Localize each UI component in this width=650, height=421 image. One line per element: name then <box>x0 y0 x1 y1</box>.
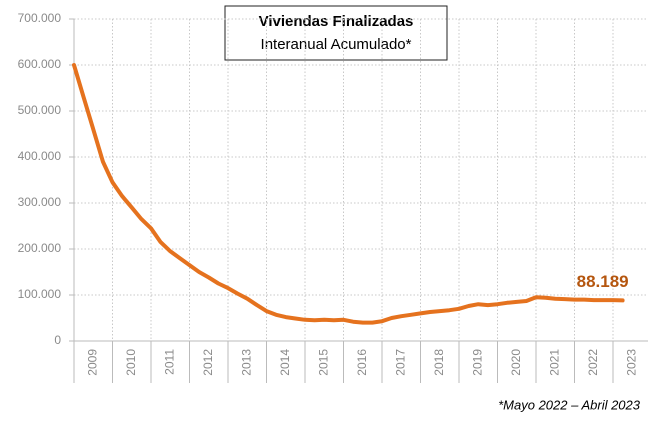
chart-subtitle: Interanual Acumulado* <box>261 36 412 53</box>
chart-title: Viviendas Finalizadas <box>259 13 414 30</box>
x-tick-label: 2009 <box>85 349 99 376</box>
x-tick-label: 2022 <box>586 349 600 376</box>
title-box <box>224 5 448 61</box>
footnote: *Mayo 2022 – Abril 2023 <box>498 397 641 412</box>
x-tick-label: 2019 <box>470 349 484 376</box>
y-tick-label: 300.000 <box>18 195 62 209</box>
end-value-label: 88.189 <box>577 272 629 291</box>
x-tick-label: 2020 <box>509 349 523 376</box>
x-tick-label: 2013 <box>239 349 253 376</box>
x-tick-label: 2021 <box>547 349 561 376</box>
y-tick-label: 100.000 <box>18 287 62 301</box>
x-tick-label: 2014 <box>278 349 292 376</box>
y-tick-label: 200.000 <box>18 241 62 255</box>
y-tick-label: 500.000 <box>18 103 62 117</box>
y-tick-label: 700.000 <box>18 11 62 25</box>
x-tick-label: 2015 <box>316 349 330 376</box>
y-tick-label: 0 <box>54 333 61 347</box>
x-tick-label: 2012 <box>201 349 215 376</box>
y-tick-label: 600.000 <box>18 57 62 71</box>
x-tick-label: 2016 <box>355 349 369 376</box>
y-tick-label: 400.000 <box>18 149 62 163</box>
x-tick-label: 2017 <box>393 349 407 376</box>
data-line <box>72 63 625 325</box>
x-tick-label: 2023 <box>624 349 638 376</box>
x-tick-label: 2018 <box>432 349 446 376</box>
x-tick-label: 2010 <box>124 349 138 376</box>
x-tick-label: 2011 <box>162 349 176 375</box>
